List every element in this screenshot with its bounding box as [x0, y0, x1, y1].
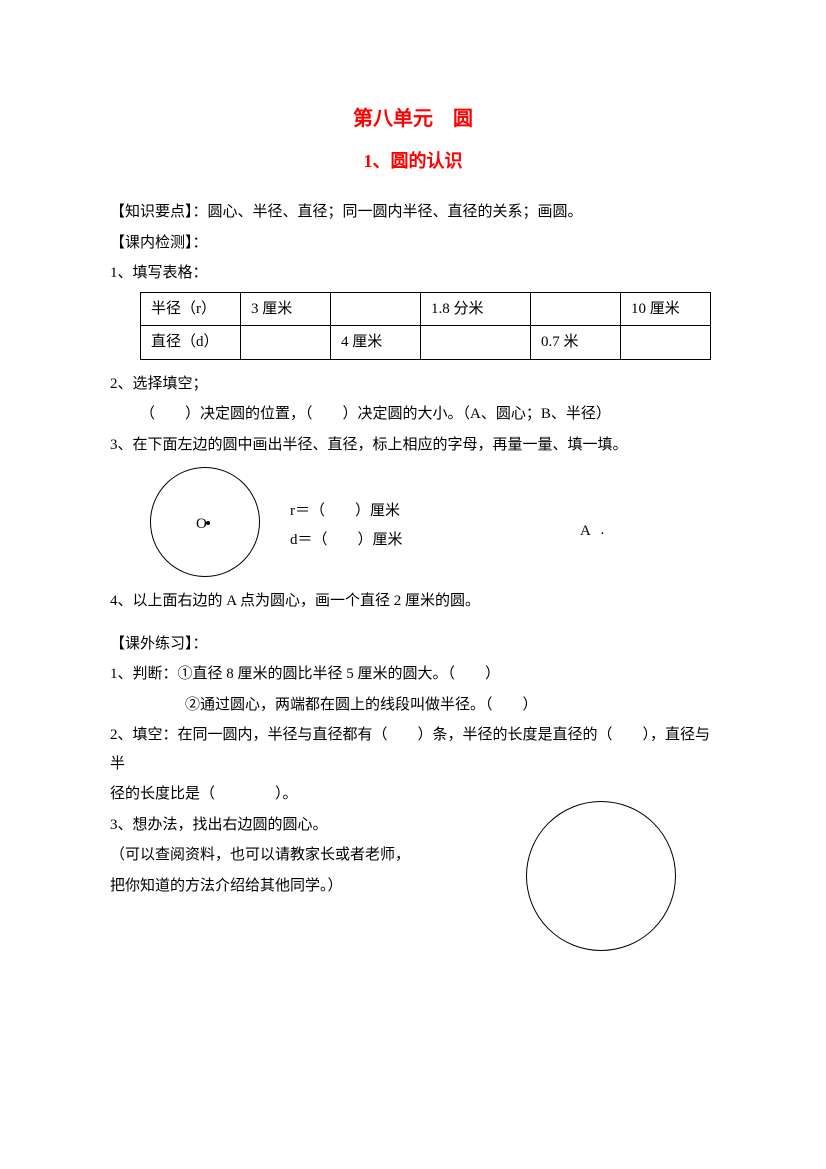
- knowledge-points: 【知识要点】：圆心、半径、直径；同一圆内半径、直径的关系；画圆。: [110, 198, 716, 227]
- cell: [531, 292, 621, 326]
- knowledge-label: 【知识要点】：: [110, 204, 208, 220]
- intest-label: 【课内检测】：: [110, 229, 716, 258]
- cell: 1.8 分米: [421, 292, 531, 326]
- rd-measure-lines: r＝（ ）厘米 d＝（ ）厘米: [290, 497, 403, 554]
- question-3-diagram: O r＝（ ）厘米 d＝（ ）厘米 A ·: [110, 467, 716, 587]
- cell: 3 厘米: [241, 292, 331, 326]
- section-title: 1、圆的认识: [110, 144, 716, 178]
- radius-diameter-table: 半径（r） 3 厘米 1.8 分米 10 厘米 直径（d） 4 厘米 0.7 米: [140, 292, 711, 360]
- question-3: 3、在下面左边的圆中画出半径、直径，标上相应的字母，再量一量、填一填。: [110, 431, 716, 460]
- ext-question-1b: ②通过圆心，两端都在圆上的线段叫做半径。（ ）: [110, 691, 716, 720]
- cell: [421, 326, 531, 360]
- question-2: 2、选择填空；: [110, 370, 716, 399]
- ext-question-3-block: 3、想办法，找出右边圆的圆心。 （可以查阅资料，也可以请教家长或者老师， 把你知…: [110, 811, 716, 901]
- question-1: 1、填写表格：: [110, 259, 716, 288]
- unit-title: 第八单元 圆: [110, 100, 716, 138]
- cell: 10 厘米: [621, 292, 711, 326]
- cell: [621, 326, 711, 360]
- question-2-content: （ ）决定圆的位置，（ ）决定圆的大小。（A、圆心；B、半径）: [110, 400, 716, 429]
- circle-right: [526, 801, 676, 951]
- extest-label: 【课外练习】：: [110, 630, 716, 659]
- question-4: 4、以上面右边的 A 点为圆心，画一个直径 2 厘米的圆。: [110, 587, 716, 616]
- cell: 4 厘米: [331, 326, 421, 360]
- knowledge-text: 圆心、半径、直径；同一圆内半径、直径的关系；画圆。: [208, 204, 583, 220]
- center-label-o: O: [196, 510, 207, 539]
- table-row: 直径（d） 4 厘米 0.7 米: [141, 326, 711, 360]
- point-a-dot: ·: [600, 520, 605, 549]
- ext-question-2a: 2、填空：在同一圆内，半径与直径都有（ ）条，半径的长度是直径的（ ），直径与半: [110, 721, 716, 778]
- cell: 0.7 米: [531, 326, 621, 360]
- radius-header: 半径（r）: [141, 292, 241, 326]
- cell: [331, 292, 421, 326]
- d-measure: d＝（ ）厘米: [290, 526, 403, 555]
- cell: [241, 326, 331, 360]
- ext-question-1a: 1、判断：①直径 8 厘米的圆比半径 5 厘米的圆大。（ ）: [110, 660, 716, 689]
- diameter-header: 直径（d）: [141, 326, 241, 360]
- r-measure: r＝（ ）厘米: [290, 497, 403, 526]
- point-a-label: A: [580, 517, 591, 546]
- table-row: 半径（r） 3 厘米 1.8 分米 10 厘米: [141, 292, 711, 326]
